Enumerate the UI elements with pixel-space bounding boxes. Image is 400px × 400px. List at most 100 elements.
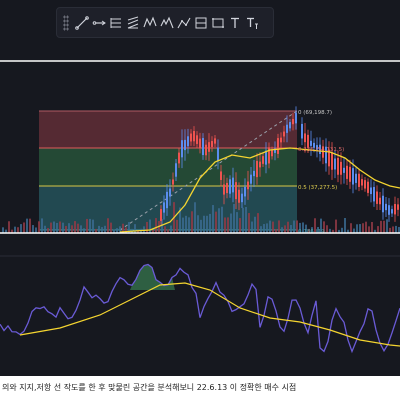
candle-body [337,157,339,175]
volume-bar [290,225,292,233]
path-icon[interactable] [176,12,192,34]
drawing-toolbar[interactable] [56,7,274,38]
candle-body [184,139,186,151]
volume-bar [29,218,31,233]
moving-average-line [119,147,400,233]
volume-bar [113,229,115,233]
candle-body [307,134,309,148]
text-tool-icon[interactable] [227,12,243,34]
candle-body [361,179,363,186]
candle-body [229,179,231,194]
volume-bar [227,217,229,233]
volume-bar [71,225,73,233]
volume-bar [35,227,37,233]
volume-bar [116,228,118,233]
volume-bar [314,218,316,233]
candle-body [340,161,342,175]
fib-channel-icon[interactable] [125,12,141,34]
volume-bar [296,220,298,233]
volume-bar [260,226,262,233]
pitchfork-icon[interactable] [108,12,124,34]
candle-body [301,123,303,139]
volume-bar [236,212,238,233]
volume-bar [11,229,13,233]
candle-body [331,152,333,170]
volume-bar [182,217,184,233]
toolbar-drag-handle[interactable] [63,14,69,31]
volume-bar [212,205,214,233]
volume-bar [2,227,4,233]
volume-bar [80,225,82,233]
candle-body [325,146,327,164]
volume-bar [362,223,364,233]
volume-bar [161,219,163,233]
candle-body [394,204,396,215]
candle-body [214,138,216,144]
volume-bar [122,223,124,233]
volume-bar [74,221,76,233]
volume-bar [59,221,61,233]
candle-body [286,124,288,133]
candle-body [292,118,294,125]
candle-body [343,167,345,173]
candle-body [223,184,225,195]
volume-bar [392,226,394,233]
volume-bar [245,206,247,233]
elliott-wave-icon[interactable] [159,12,175,34]
fib-zone-0-0236 [39,111,297,148]
candle-body [280,137,282,143]
volume-bar [179,207,181,233]
volume-bar [152,229,154,233]
candle-body [370,187,372,195]
volume-bar [383,220,385,233]
volume-bar [26,218,28,233]
volume-bar [62,222,64,233]
candle-body [367,181,369,193]
volume-bar [350,223,352,233]
volume-bar [89,218,91,233]
candle-body [193,131,195,142]
candle-body [181,140,183,158]
text-subscript-icon[interactable] [244,12,260,34]
volume-bar [101,227,103,233]
volume-bar [44,225,46,233]
fib-label-0236: 0.236 (54,131.5) [298,147,344,153]
trend-line-icon[interactable] [74,12,90,34]
volume-bar [47,228,49,233]
volume-bar [248,213,250,233]
candle-body [304,133,306,143]
candle-body [379,197,381,205]
volume-bar [65,225,67,233]
image-caption: 의와 지지,저항 선 작도를 한 후 맞물린 공간을 분석해보니 22.6.13… [0,376,400,400]
volume-bar [197,215,199,233]
fib-label-05: 0.5 (37,277.5) [298,185,337,191]
volume-bar [395,225,397,233]
volume-bar [83,228,85,233]
volume-bar [338,229,340,233]
candle-body [271,149,273,157]
long-position-icon[interactable] [193,12,209,34]
volume-bar [170,225,172,233]
volume-bar [266,223,268,233]
volume-bar [389,227,391,233]
volume-bar [119,226,121,233]
horizontal-ray-icon[interactable] [91,12,107,34]
candle-body [391,209,393,214]
volume-bar [317,227,319,233]
volume-bar [146,221,148,233]
rectangle-icon[interactable] [210,12,226,34]
volume-bar [164,226,166,233]
volume-bar [224,217,226,233]
volume-bar [344,218,346,233]
volume-bar [5,229,7,233]
chart-panel[interactable]: 0 (69,198.7) 0.236 (54,131.5) 0.5 (37,27… [0,0,400,376]
candle-body [160,209,162,221]
volume-bar [341,227,343,233]
candle-body [256,160,258,178]
price-chart[interactable]: 0 (69,198.7) 0.236 (54,131.5) 0.5 (37,27… [0,0,400,376]
volume-bar [107,218,109,233]
volume-bar [305,224,307,233]
candle-body [244,186,246,197]
xabcd-pattern-icon[interactable] [142,12,158,34]
volume-bar [233,203,235,233]
